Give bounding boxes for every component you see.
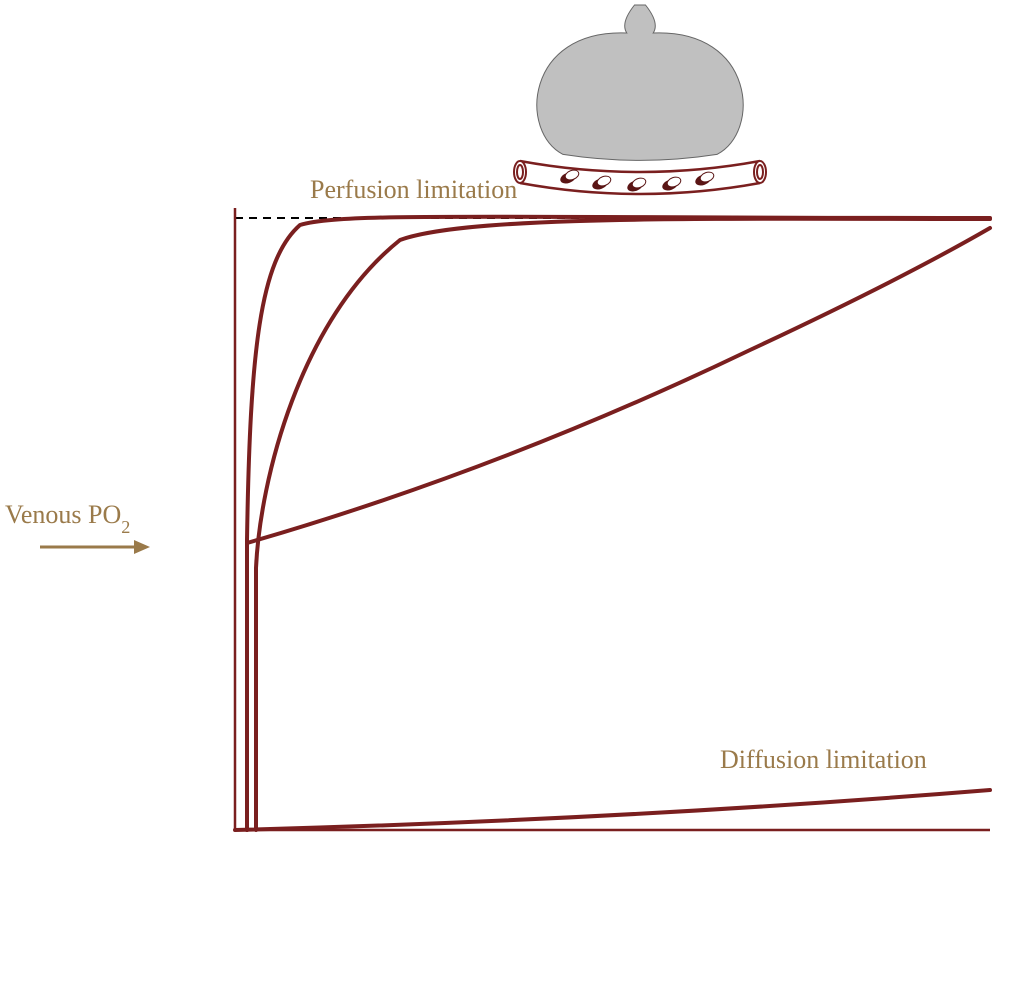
red-blood-cell-icon — [694, 170, 715, 187]
red-blood-cell-icon — [591, 174, 612, 191]
red-blood-cell-icon — [661, 175, 682, 192]
perfusion-curve-steep — [247, 217, 990, 830]
red-blood-cell-icon — [626, 176, 647, 193]
capillary-icon — [514, 161, 766, 194]
perfusion-limitation-label: Perfusion limitation — [310, 175, 517, 205]
diagram-canvas — [0, 0, 1024, 983]
diffusion-limitation-label: Diffusion limitation — [720, 745, 927, 775]
venous-arrow-icon — [40, 540, 150, 554]
alveolus-icon — [537, 5, 743, 160]
perfusion-curve-moderate — [256, 219, 990, 830]
red-blood-cell-icon — [559, 168, 580, 185]
venous-po2-label: Venous PO2 — [5, 500, 130, 534]
diffusion-curve-rising — [247, 228, 990, 830]
diffusion-curve-flat — [235, 790, 990, 830]
